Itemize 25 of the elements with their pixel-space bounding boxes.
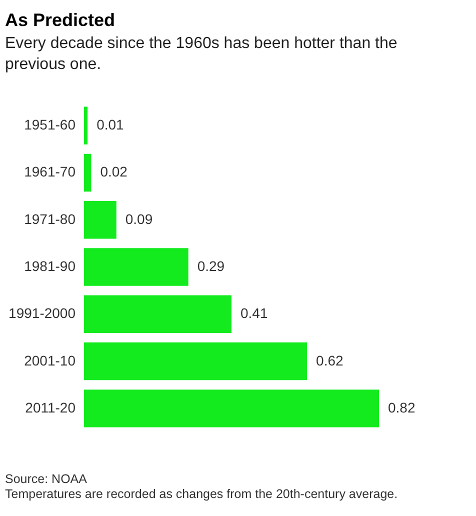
source-note: Source: NOAA xyxy=(5,472,88,486)
bar xyxy=(84,201,116,239)
data-label: 0.01 xyxy=(96,116,124,133)
y-tick-label: 1981-90 xyxy=(24,258,76,274)
bar xyxy=(84,342,308,380)
data-label: 0.41 xyxy=(240,305,268,322)
data-label: 0.82 xyxy=(388,399,416,416)
y-tick-label: 1971-80 xyxy=(24,210,76,227)
text: Temperatures are recorded as changes from the 20th-century average. xyxy=(5,487,398,501)
y-tick-label: 1961-70 xyxy=(24,164,76,180)
bar xyxy=(84,248,188,286)
bar xyxy=(84,154,92,192)
y-tick-label: 2001-10 xyxy=(24,352,76,368)
bar xyxy=(84,295,232,333)
y-tick-label: 1991-2000 xyxy=(8,305,76,322)
y-tick-label: 2011-20 xyxy=(25,399,76,416)
bar xyxy=(84,106,88,144)
bar xyxy=(84,390,379,428)
y-tick-label: 1951-60 xyxy=(24,116,76,133)
data-label: 0.29 xyxy=(197,258,225,274)
chart-subtitle: Every decade since the 1960s has been hotter than the previous one. xyxy=(5,35,398,73)
data-label: 0.09 xyxy=(125,210,153,227)
data-label: 0.02 xyxy=(100,164,128,180)
chart-title: As Predicted xyxy=(5,10,116,30)
data-label: 0.62 xyxy=(316,352,344,368)
